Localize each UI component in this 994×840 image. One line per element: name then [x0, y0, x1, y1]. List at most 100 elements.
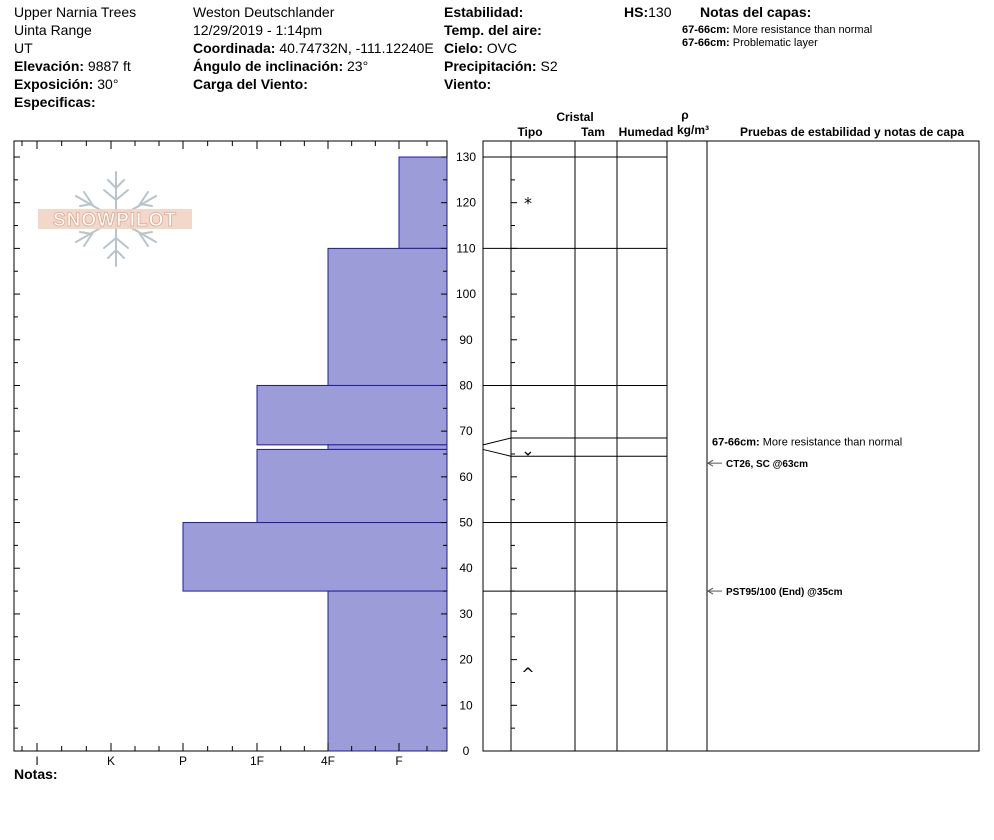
sky-value: OVC	[486, 40, 518, 56]
state-name: UT	[14, 40, 33, 56]
aspect-label: Exposición:	[14, 76, 94, 92]
col-header-tests: Pruebas de estabilidad y notas de capa	[740, 125, 964, 139]
hardness-x-tick-labels: I K P 1F 4F F	[35, 754, 402, 768]
notes-field: Notas:	[14, 765, 58, 783]
x-tick-label-k: K	[107, 754, 115, 768]
wind-label: Viento:	[444, 76, 492, 92]
observer-name: Weston Deutschlander	[193, 4, 335, 20]
y-tick-label-80: 80	[459, 378, 473, 392]
y-tick-label-130: 130	[456, 150, 476, 164]
x-tick-label-1f: 1F	[250, 754, 264, 768]
logo-text: SNOWPILOT	[53, 210, 177, 231]
col-header-humidity: Humedad	[619, 125, 674, 139]
specifics-field: Especificas:	[14, 93, 96, 111]
layer-note-1-text: More resistance than normal	[732, 24, 873, 36]
stability-arrowhead-3	[707, 587, 714, 595]
sky-label: Cielo:	[444, 40, 483, 56]
hs-value: 130	[648, 4, 672, 20]
air-temp-label: Temp. del aire:	[444, 22, 542, 38]
sky-field: Cielo: OVC	[444, 39, 517, 57]
layer-notes-title: Notas del capas:	[700, 3, 811, 21]
coordinate-label: Coordinada:	[193, 40, 276, 56]
y-tick-label-70: 70	[459, 424, 473, 438]
air-temp-field: Temp. del aire:	[444, 21, 542, 39]
precip-field: Precipitación: S2	[444, 57, 558, 75]
hardness-bar-2	[327, 247, 448, 386]
type-column-ticks	[511, 156, 517, 752]
elevation-value: 9887 ft	[87, 58, 131, 74]
wind-field: Viento:	[444, 75, 491, 93]
x-tick-label-i: I	[35, 754, 38, 768]
coordinate-field: Coordinada: 40.74732N, -111.12240E	[193, 39, 434, 57]
stability-notes: 67-66cm: More resistance than normal CT26…	[707, 436, 902, 598]
precip-label: Precipitación:	[444, 58, 537, 74]
elevation-label: Elevación:	[14, 58, 85, 74]
layer-notes-label: Notas del capas:	[700, 4, 812, 20]
hardness-top-ticks	[21, 141, 428, 149]
col-header-size: Tam	[581, 125, 605, 139]
x-tick-label-p: P	[179, 754, 187, 768]
slope-label: Ángulo de inclinación:	[193, 58, 344, 74]
layer-note-1-range: 67-66cm:	[682, 24, 730, 36]
col-header-crystal: Cristal	[556, 110, 593, 124]
y-tick-label-0: 0	[463, 744, 470, 758]
layer-connector-1	[482, 437, 512, 446]
y-tick-label-40: 40	[459, 561, 473, 575]
stability-field: Estabilidad:	[444, 3, 523, 21]
wind-load-label: Carga del Viento:	[193, 76, 308, 92]
layer-note-2-text: Problematic layer	[732, 37, 818, 49]
x-tick-label-f: F	[395, 754, 402, 768]
stability-arrowhead-2	[707, 459, 714, 467]
hs-field: HS:130	[624, 3, 671, 21]
aspect-value: 30°	[97, 76, 119, 92]
hardness-bar-4	[327, 444, 448, 450]
hs-label: HS:	[624, 4, 649, 20]
layer-boundary-lines	[482, 156, 667, 592]
hardness-bars	[182, 156, 448, 752]
observation-datetime: 12/29/2019 - 1:14pm	[193, 22, 323, 38]
layer-note-2: 67-66cm: Problematic layer	[682, 37, 818, 50]
hardness-bar-3	[256, 384, 448, 446]
y-tick-label-60: 60	[459, 470, 473, 484]
height-y-tick-labels: 0 10 20 30 40 50 60 70 80 90 100 110 120 130	[456, 150, 476, 758]
coordinate-value: 40.74732N, -111.12240E	[279, 40, 434, 56]
stability-note-1: 67-66cm: More resistance than normal	[712, 436, 902, 448]
y-tick-label-50: 50	[459, 516, 473, 530]
hardness-bar-5	[256, 448, 448, 524]
hardness-left-ticks	[14, 156, 20, 752]
range-name: Uinta Range	[14, 22, 92, 38]
y-tick-label-20: 20	[459, 653, 473, 667]
y-tick-label-110: 110	[456, 241, 475, 255]
precip-value: S2	[540, 58, 558, 74]
y-tick-label-100: 100	[456, 287, 476, 301]
specifics-label: Especificas:	[14, 94, 96, 110]
hardness-right-ticks	[441, 156, 447, 752]
logo-band	[38, 209, 192, 229]
stability-label: Estabilidad:	[444, 4, 524, 20]
crystal-symbols: * ⌄ ^	[521, 194, 534, 684]
x-tick-label-4f: 4F	[321, 754, 335, 768]
col-header-density-unit: kg/m³	[677, 123, 709, 137]
stability-note-2: CT26, SC @63cm	[726, 459, 808, 470]
profile-table: * ⌄ ^ 67-66cm: More resistance than normal…	[482, 140, 980, 752]
snowpilot-logo: SNOWPILOT	[38, 171, 192, 267]
elevation-field: Elevación: 9887 ft	[14, 57, 131, 75]
crystal-symbol-1: *	[524, 194, 532, 213]
hardness-bar-1	[398, 156, 448, 249]
crystal-symbol-3: ^	[521, 664, 534, 683]
layer-note-1: 67-66cm: More resistance than normal	[682, 24, 872, 37]
slope-value: 23°	[347, 58, 369, 74]
stability-note-3: PST95/100 (End) @35cm	[726, 587, 843, 598]
y-tick-label-30: 30	[459, 607, 473, 621]
hardness-plot: I K P 1F 4F F 0 10 20 30 40 50 60 70 80 90 100 110 120 130	[13, 140, 476, 768]
hardness-bar-6	[182, 522, 448, 592]
location-name: Upper Narnia Trees	[14, 4, 137, 20]
profile-table-frame	[482, 140, 980, 752]
crystal-symbol-2: ⌄	[521, 440, 534, 459]
y-tick-label-120: 120	[456, 196, 476, 210]
hardness-bottom-ticks	[21, 743, 428, 751]
aspect-field: Exposición: 30°	[14, 75, 118, 93]
y-tick-label-90: 90	[459, 333, 473, 347]
notes-label: Notas:	[14, 766, 58, 782]
